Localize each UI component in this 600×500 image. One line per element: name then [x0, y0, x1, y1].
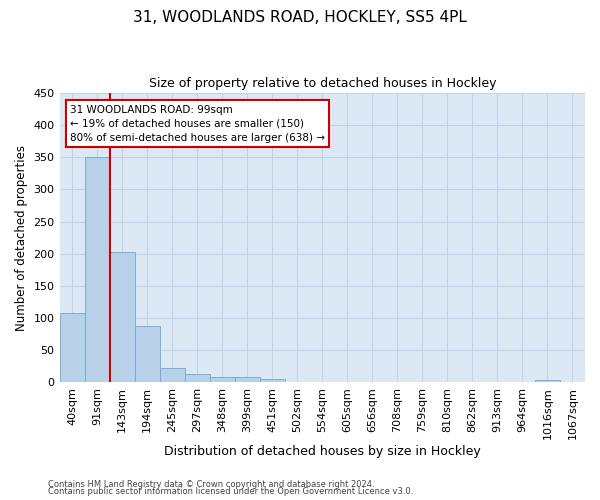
- Bar: [209, 377, 235, 382]
- Bar: [59, 314, 85, 382]
- Bar: [535, 380, 560, 382]
- Bar: [260, 379, 285, 382]
- Text: Contains public sector information licensed under the Open Government Licence v3: Contains public sector information licen…: [48, 487, 413, 496]
- X-axis label: Distribution of detached houses by size in Hockley: Distribution of detached houses by size …: [164, 444, 481, 458]
- Bar: [110, 252, 134, 382]
- Text: Contains HM Land Registry data © Crown copyright and database right 2024.: Contains HM Land Registry data © Crown c…: [48, 480, 374, 489]
- Bar: [85, 158, 110, 382]
- Bar: [235, 377, 260, 382]
- Text: 31 WOODLANDS ROAD: 99sqm
← 19% of detached houses are smaller (150)
80% of semi-: 31 WOODLANDS ROAD: 99sqm ← 19% of detach…: [70, 104, 325, 142]
- Y-axis label: Number of detached properties: Number of detached properties: [15, 144, 28, 330]
- Bar: [160, 368, 185, 382]
- Text: 31, WOODLANDS ROAD, HOCKLEY, SS5 4PL: 31, WOODLANDS ROAD, HOCKLEY, SS5 4PL: [133, 10, 467, 25]
- Bar: [185, 374, 209, 382]
- Bar: [134, 326, 160, 382]
- Title: Size of property relative to detached houses in Hockley: Size of property relative to detached ho…: [149, 78, 496, 90]
